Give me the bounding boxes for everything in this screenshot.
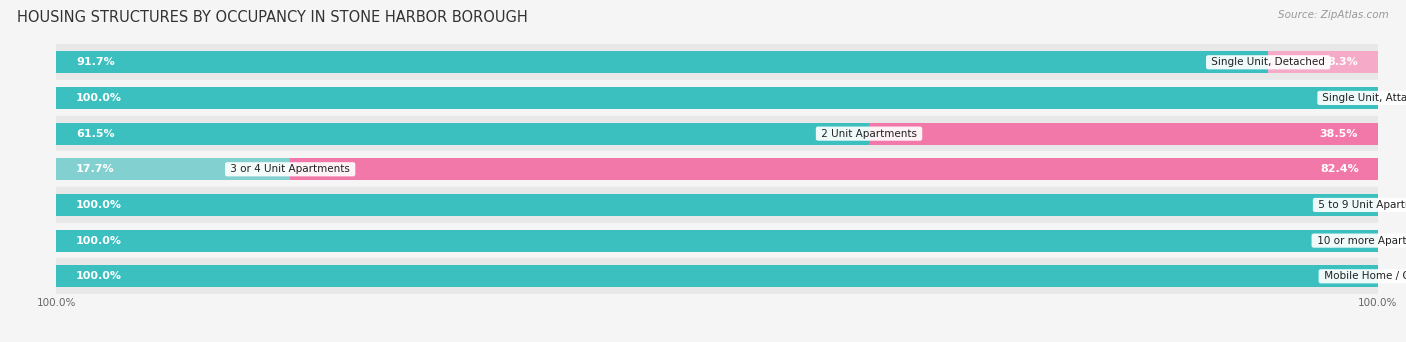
Bar (56, 152, 1378, 187)
Bar (56, 116, 1378, 152)
Bar (56, 51, 1268, 73)
Text: Single Unit, Detached: Single Unit, Detached (1208, 57, 1329, 67)
Text: 0.0%: 0.0% (1405, 271, 1406, 281)
Text: 0.0%: 0.0% (1405, 200, 1406, 210)
Text: 100.0%: 100.0% (76, 236, 122, 246)
Text: 5 to 9 Unit Apartments: 5 to 9 Unit Apartments (1315, 200, 1406, 210)
Bar (56, 87, 1378, 109)
Bar (56, 265, 1378, 287)
Text: 100.0%: 100.0% (76, 271, 122, 281)
Legend: Owner-occupied, Renter-occupied: Owner-occupied, Renter-occupied (596, 339, 838, 342)
Text: HOUSING STRUCTURES BY OCCUPANCY IN STONE HARBOR BOROUGH: HOUSING STRUCTURES BY OCCUPANCY IN STONE… (17, 10, 527, 25)
Bar (869, 122, 1378, 145)
Text: Single Unit, Attached: Single Unit, Attached (1319, 93, 1406, 103)
Bar (56, 80, 1378, 116)
Text: 38.5%: 38.5% (1320, 129, 1358, 139)
Text: 61.5%: 61.5% (76, 129, 115, 139)
Bar (56, 158, 290, 180)
Bar (56, 44, 1378, 80)
Text: 0.0%: 0.0% (1405, 236, 1406, 246)
Bar (290, 158, 1379, 180)
Text: 100.0%: 100.0% (76, 200, 122, 210)
Text: 82.4%: 82.4% (1320, 164, 1360, 174)
Bar (56, 194, 1378, 216)
Bar (56, 223, 1378, 259)
Text: 10 or more Apartments: 10 or more Apartments (1313, 236, 1406, 246)
Bar (1268, 51, 1378, 73)
Bar (56, 259, 1378, 294)
Text: 0.0%: 0.0% (1405, 93, 1406, 103)
Text: Source: ZipAtlas.com: Source: ZipAtlas.com (1278, 10, 1389, 20)
Text: Mobile Home / Other: Mobile Home / Other (1320, 271, 1406, 281)
Text: 100.0%: 100.0% (76, 93, 122, 103)
Text: 17.7%: 17.7% (76, 164, 115, 174)
Text: 91.7%: 91.7% (76, 57, 115, 67)
Bar (56, 229, 1378, 252)
Text: 2 Unit Apartments: 2 Unit Apartments (818, 129, 920, 139)
Bar (56, 187, 1378, 223)
Text: 3 or 4 Unit Apartments: 3 or 4 Unit Apartments (228, 164, 353, 174)
Bar (56, 122, 869, 145)
Text: 8.3%: 8.3% (1327, 57, 1358, 67)
